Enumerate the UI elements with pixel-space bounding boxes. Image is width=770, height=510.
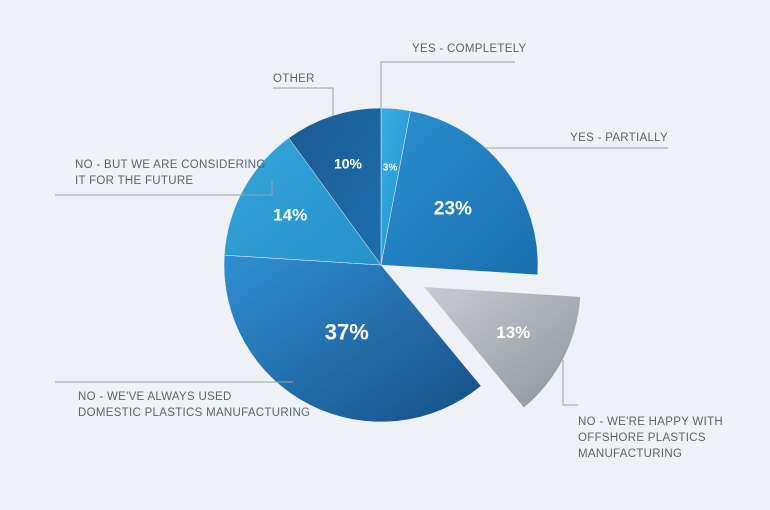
slice-value-label: 23% — [434, 199, 472, 220]
leader-line — [55, 180, 273, 196]
leader-line — [562, 360, 578, 406]
category-label-line: OTHER — [273, 73, 315, 85]
category-label-line: IT FOR THE FUTURE — [75, 175, 193, 187]
category-label-line: YES - COMPLETELY — [412, 43, 527, 55]
slice-value-label: 3% — [383, 163, 398, 174]
leader-line — [273, 87, 334, 115]
leader-line — [380, 61, 515, 108]
slice-value-label: 10% — [334, 155, 363, 171]
pie-slice-no-we-re-happy-with-offshore-plastics-manufacturing — [423, 286, 581, 409]
category-label: NO - WE'RE HAPPY WITH OFFSHORE PLASTICS MA… — [578, 416, 723, 460]
category-label: YES - PARTIALLY — [570, 132, 668, 144]
category-label-line: NO - WE'RE HAPPY WITH — [578, 416, 723, 428]
category-label-line: NO - BUT WE ARE CONSIDERING — [75, 159, 266, 171]
labels-layer: 3% YES - COMPLETELY 23% YES - PARTIALLY 13% N… — [75, 43, 723, 460]
slices-layer — [223, 107, 581, 423]
category-label-line: YES - PARTIALLY — [570, 132, 668, 144]
leader-lines — [55, 61, 668, 406]
slice-value-label: 13% — [496, 323, 530, 342]
category-label: OTHER — [273, 73, 315, 85]
category-label-line: NO - WE'VE ALWAYS USED — [78, 391, 232, 403]
pie-slice-other — [288, 107, 382, 266]
slice-value-label: 14% — [273, 206, 307, 225]
pie-slice-yes-partially — [380, 110, 539, 276]
category-label: YES - COMPLETELY — [412, 43, 527, 55]
slice-value-label: 37% — [325, 320, 369, 345]
category-label: NO - BUT WE ARE CONSIDERING IT FOR THE FU… — [75, 159, 266, 187]
pie-slice-no-but-we-are-considering-it-for-the-future — [224, 137, 382, 266]
category-label: NO - WE'VE ALWAYS USED DOMESTIC PLASTICS … — [78, 391, 310, 419]
category-label-line: DOMESTIC PLASTICS MANUFACTURING — [78, 407, 310, 419]
category-label-line: OFFSHORE PLASTICS — [578, 432, 706, 444]
pie-slice-no-we-ve-always-used-domestic-plastics-manufacturing — [223, 254, 482, 423]
category-label-line: MANUFACTURING — [578, 448, 682, 460]
